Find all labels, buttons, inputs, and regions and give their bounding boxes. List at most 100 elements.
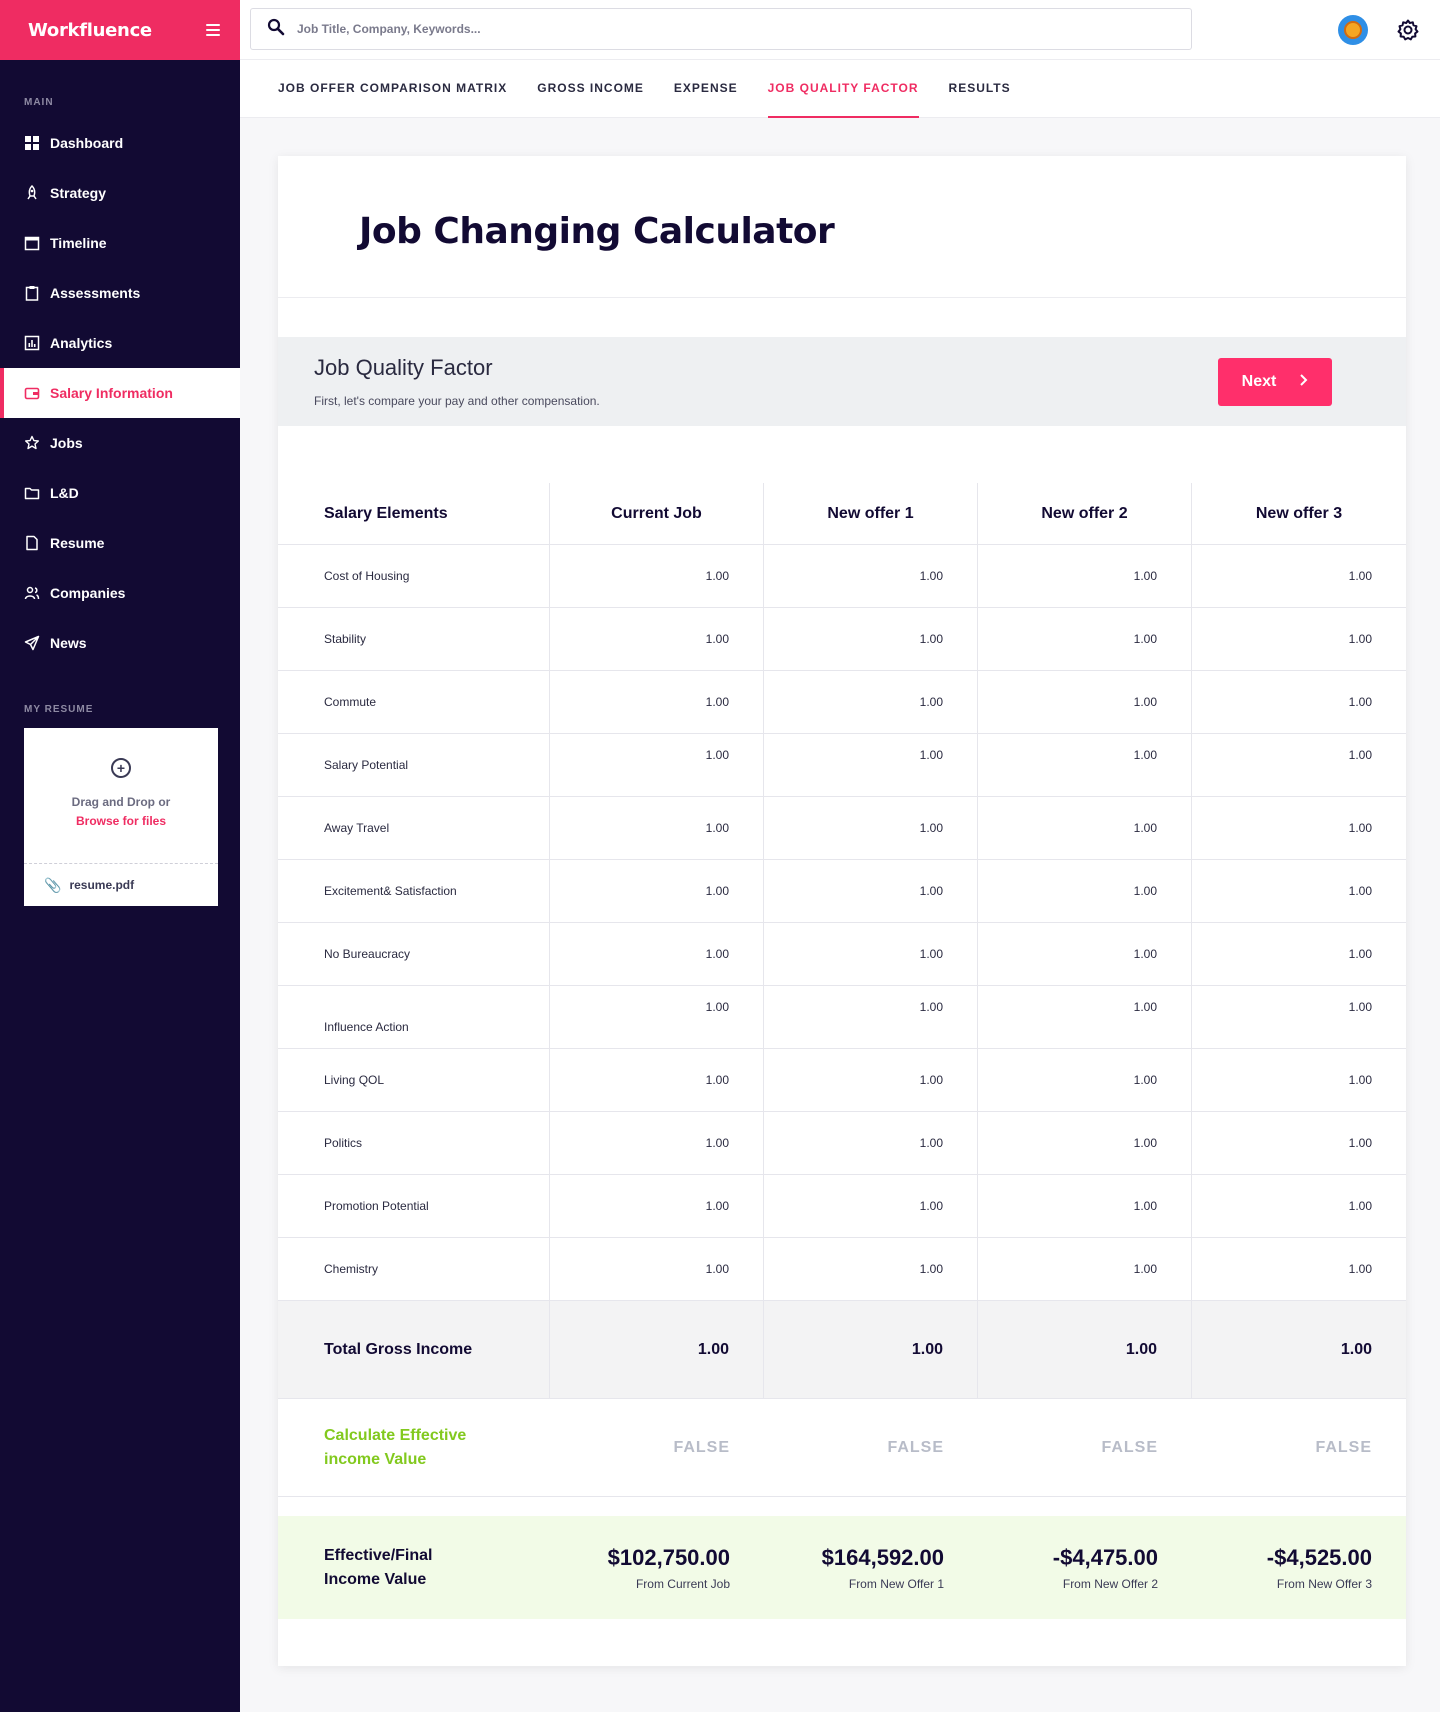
sidebar-item-label: Resume (50, 535, 105, 551)
value-cell[interactable]: 1.00 (978, 1049, 1192, 1111)
value-cell[interactable]: 1.00 (764, 923, 978, 985)
value-cell[interactable]: 1.00 (1348, 1000, 1372, 1014)
value-cell[interactable]: 1.00 (550, 797, 764, 859)
value-cell[interactable]: 1.00 (1348, 1136, 1372, 1150)
value-cell[interactable]: 1.00 (978, 1175, 1192, 1237)
row-label: No Bureaucracy (278, 923, 550, 985)
tab-bar: JOB OFFER COMPARISON MATRIX GROSS INCOME… (240, 60, 1440, 118)
value-cell[interactable]: 1.00 (550, 608, 764, 670)
rocket-icon (24, 185, 40, 201)
value-cell[interactable]: 1.00 (764, 860, 978, 922)
value-cell[interactable]: 1.00 (764, 545, 978, 607)
sidebar-nav: Dashboard Strategy Timeline Assessments … (0, 118, 240, 668)
avatar[interactable] (1338, 15, 1368, 45)
value-cell[interactable]: 1.00 (764, 1238, 978, 1300)
tab-gross-income[interactable]: GROSS INCOME (537, 81, 644, 95)
value-cell[interactable]: 1.00 (1348, 569, 1372, 583)
next-button-label: Next (1241, 373, 1277, 390)
value-cell[interactable]: 1.00 (764, 671, 978, 733)
value-cell[interactable]: 1.00 (1348, 884, 1372, 898)
value-cell[interactable]: 1.00 (550, 986, 764, 1048)
row-label: Away Travel (278, 797, 550, 859)
uploaded-file[interactable]: 📎 resume.pdf (24, 864, 218, 906)
tab-job-offer-comparison-matrix[interactable]: JOB OFFER COMPARISON MATRIX (278, 81, 508, 95)
calculate-value: FALSE (887, 1438, 944, 1456)
value-cell[interactable]: 1.00 (550, 860, 764, 922)
value-cell[interactable]: 1.00 (1348, 821, 1372, 835)
wallet-icon (24, 385, 40, 401)
sidebar-item-dashboard[interactable]: Dashboard (0, 118, 240, 168)
value-cell[interactable]: 1.00 (1348, 1199, 1372, 1213)
value-cell[interactable]: 1.00 (1348, 632, 1372, 646)
value-cell[interactable]: 1.00 (550, 1175, 764, 1237)
send-icon (24, 635, 40, 651)
value-cell[interactable]: 1.00 (764, 1175, 978, 1237)
value-cell[interactable]: 1.00 (764, 797, 978, 859)
value-cell[interactable]: 1.00 (978, 1112, 1192, 1174)
value-cell[interactable]: 1.00 (1348, 1262, 1372, 1276)
value-cell[interactable]: 1.00 (550, 671, 764, 733)
row-label: Stability (278, 608, 550, 670)
next-button[interactable]: Next (1218, 358, 1332, 406)
final-value: -$4,475.00 From New Offer 2 (978, 1516, 1192, 1619)
section-label-main: MAIN (24, 97, 54, 108)
value-cell[interactable]: 1.00 (1348, 748, 1372, 762)
drop-zone[interactable]: + Drag and Drop or Browse for files (24, 728, 218, 864)
value-cell[interactable]: 1.00 (978, 545, 1192, 607)
sidebar-item-strategy[interactable]: Strategy (0, 168, 240, 218)
file-name: resume.pdf (69, 878, 135, 892)
browse-files-link[interactable]: Browse for files (75, 814, 167, 828)
value-cell[interactable]: 1.00 (550, 1112, 764, 1174)
value-cell[interactable]: 1.00 (978, 734, 1192, 796)
final-source: From New Offer 2 (1062, 1576, 1158, 1591)
brand-bar: Workfluence (0, 0, 240, 60)
section-label-my-resume: MY RESUME (24, 704, 94, 715)
tab-job-quality-factor[interactable]: JOB QUALITY FACTOR (767, 60, 919, 118)
sidebar-item-label: Jobs (50, 435, 83, 451)
value-cell[interactable]: 1.00 (978, 923, 1192, 985)
search-box[interactable] (250, 8, 1192, 50)
value-cell[interactable]: 1.00 (550, 923, 764, 985)
sidebar-item-ld[interactable]: L&D (0, 468, 240, 518)
value-cell[interactable]: 1.00 (764, 608, 978, 670)
value-cell[interactable]: 1.00 (764, 734, 978, 796)
value-cell[interactable]: 1.00 (764, 986, 978, 1048)
sidebar-item-analytics[interactable]: Analytics (0, 318, 240, 368)
value-cell[interactable]: 1.00 (550, 545, 764, 607)
value-cell[interactable]: 1.00 (1348, 1073, 1372, 1087)
value-cell[interactable]: 1.00 (550, 1238, 764, 1300)
sidebar-item-news[interactable]: News (0, 618, 240, 668)
table-row: Promotion Potential 1.00 1.00 1.00 1.00 (278, 1175, 1406, 1238)
value-cell[interactable]: 1.00 (550, 1049, 764, 1111)
final-value: $164,592.00 From New Offer 1 (764, 1516, 978, 1619)
sidebar-item-timeline[interactable]: Timeline (0, 218, 240, 268)
gear-icon[interactable] (1393, 15, 1423, 45)
brand-logo[interactable]: Workfluence (28, 19, 152, 41)
row-label: Salary Potential (278, 734, 550, 796)
value-cell[interactable]: 1.00 (550, 734, 764, 796)
sidebar-item-assessments[interactable]: Assessments (0, 268, 240, 318)
tab-expense[interactable]: EXPENSE (673, 81, 738, 95)
column-header: Current Job (550, 483, 764, 544)
value-cell[interactable]: 1.00 (978, 797, 1192, 859)
search-input[interactable] (297, 22, 1177, 36)
value-cell[interactable]: 1.00 (764, 1049, 978, 1111)
sidebar-item-companies[interactable]: Companies (0, 568, 240, 618)
value-cell[interactable]: 1.00 (978, 608, 1192, 670)
sidebar-item-jobs[interactable]: Jobs (0, 418, 240, 468)
final-label-line: Income Value (324, 1570, 427, 1588)
value-cell[interactable]: 1.00 (978, 860, 1192, 922)
table-row: Excitement& Satisfaction 1.00 1.00 1.00 … (278, 860, 1406, 923)
value-cell[interactable]: 1.00 (764, 1112, 978, 1174)
value-cell[interactable]: 1.00 (978, 671, 1192, 733)
star-icon (24, 435, 40, 451)
value-cell[interactable]: 1.00 (1348, 947, 1372, 961)
resume-upload-box[interactable]: + Drag and Drop or Browse for files 📎 re… (24, 728, 218, 906)
sidebar-item-salary-information[interactable]: Salary Information (0, 368, 240, 418)
value-cell[interactable]: 1.00 (978, 986, 1192, 1048)
sidebar-item-resume[interactable]: Resume (0, 518, 240, 568)
value-cell[interactable]: 1.00 (978, 1238, 1192, 1300)
menu-icon[interactable] (206, 24, 220, 36)
tab-results[interactable]: RESULTS (948, 81, 1011, 95)
value-cell[interactable]: 1.00 (1348, 695, 1372, 709)
